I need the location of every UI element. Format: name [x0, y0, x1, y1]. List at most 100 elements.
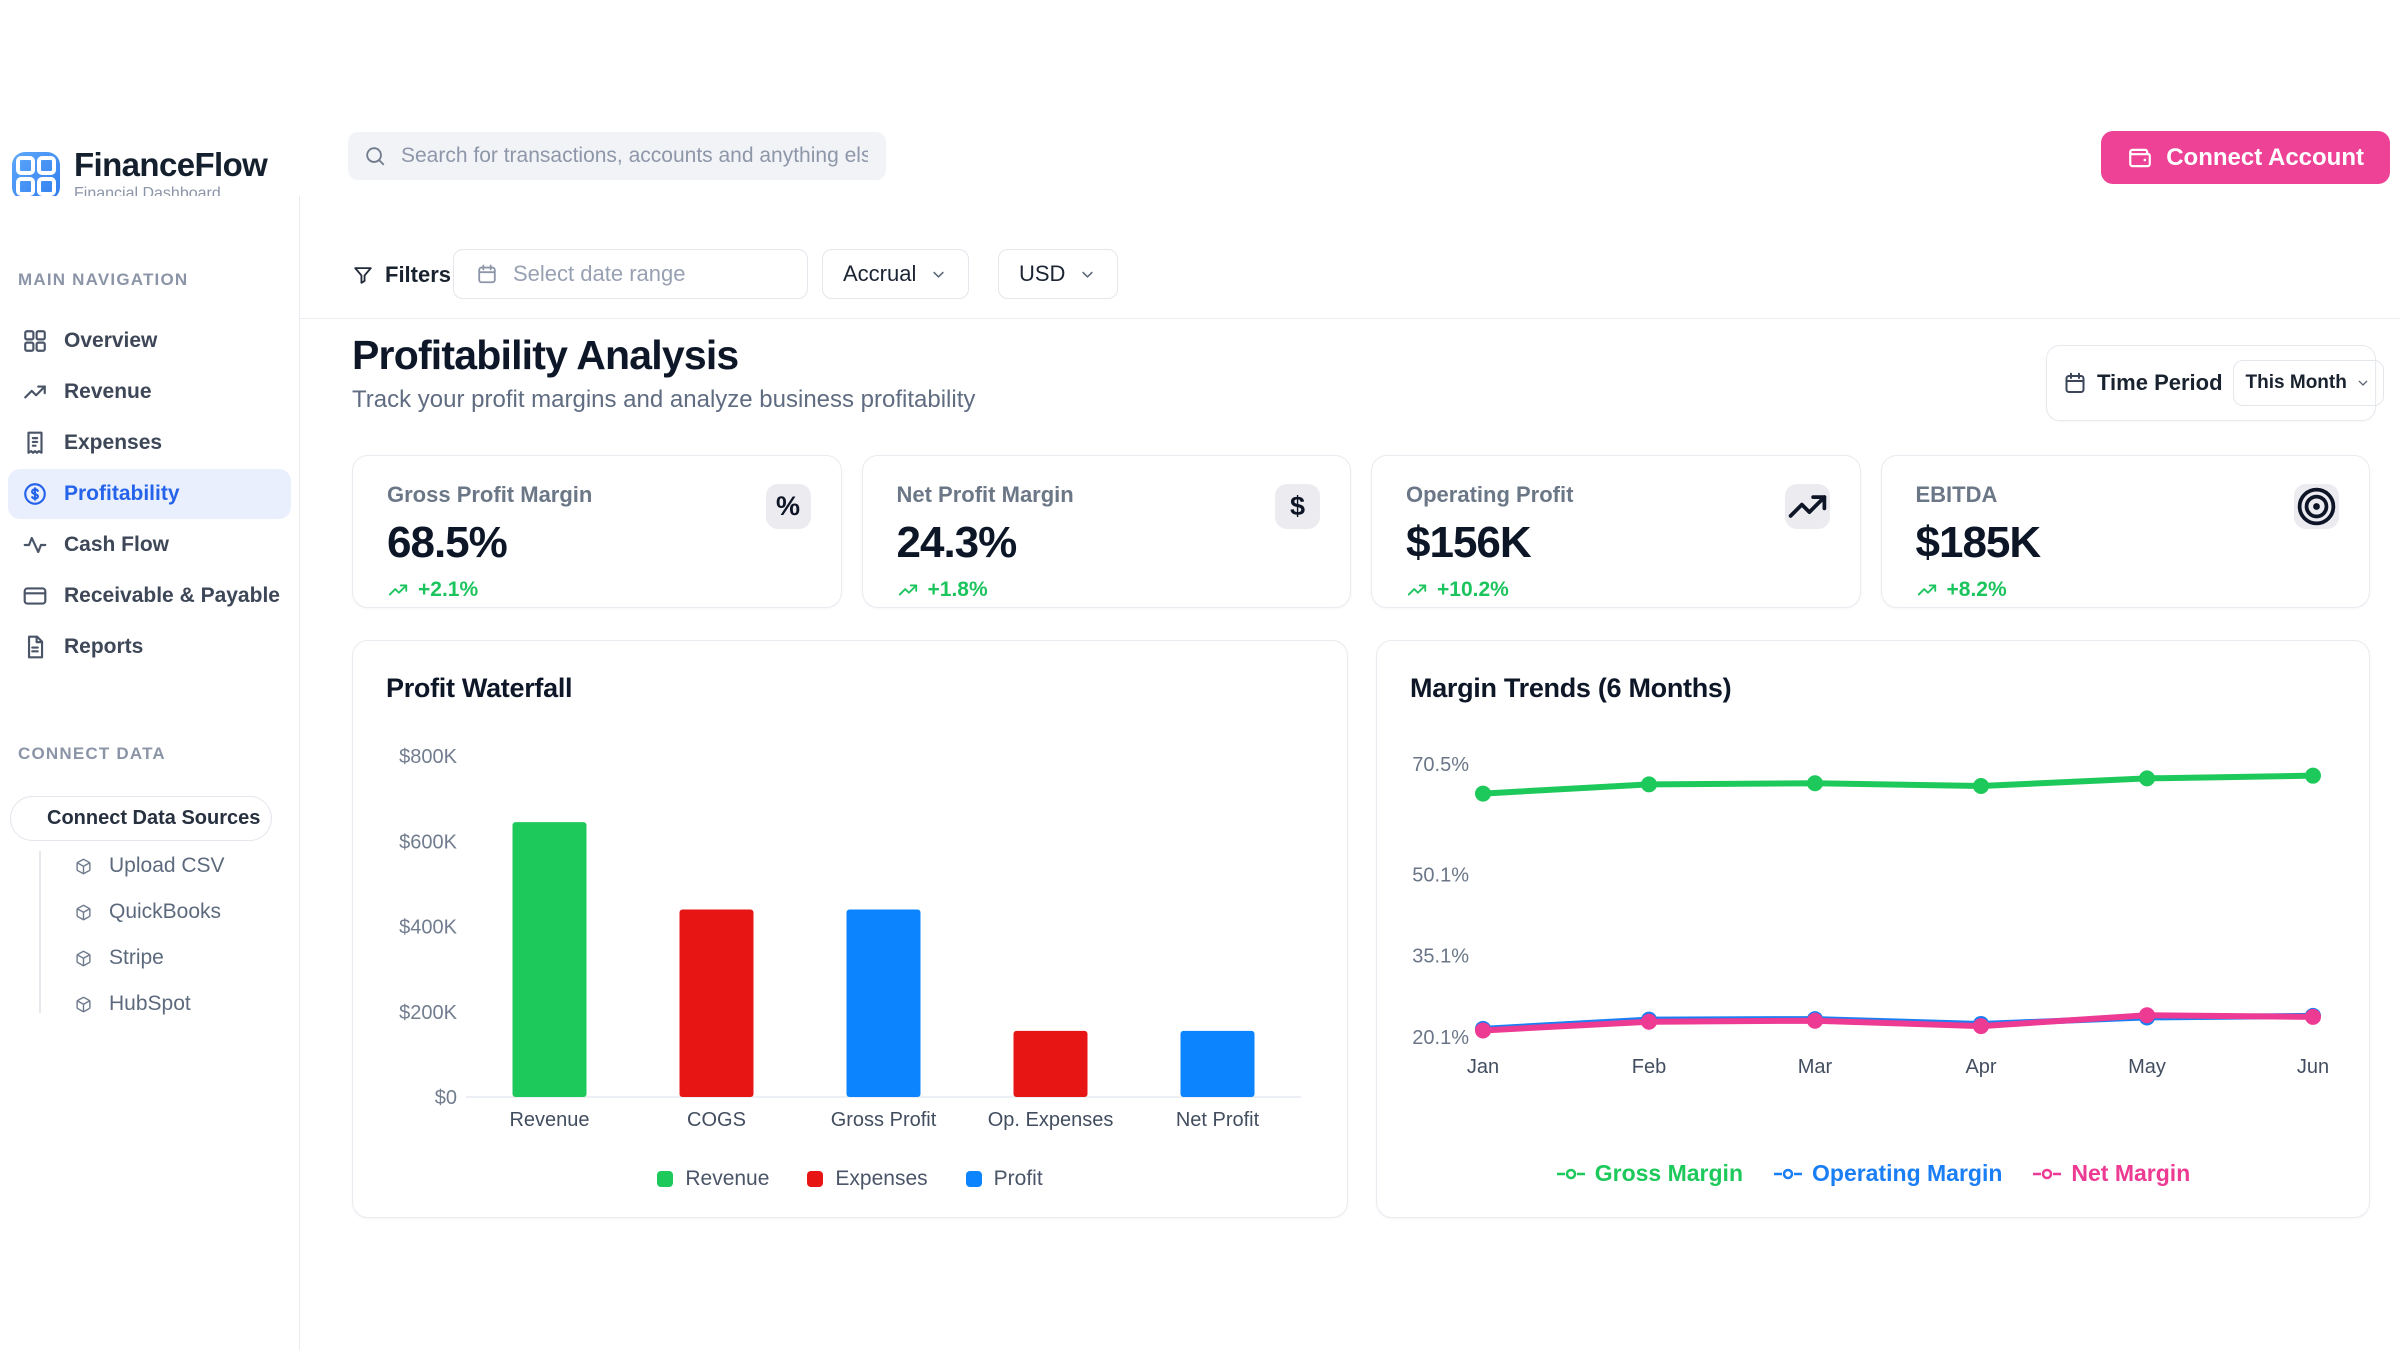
trending-up-icon — [1406, 579, 1428, 601]
legend-item-operating-margin: Operating Margin — [1773, 1160, 2002, 1187]
legend-swatch — [807, 1171, 824, 1187]
legend-line-marker-icon — [1556, 1168, 1585, 1179]
legend-line-marker-icon — [2033, 1168, 2062, 1179]
sidebar-item-overview[interactable]: Overview — [8, 316, 291, 366]
grid-icon — [22, 328, 48, 354]
accounting-basis-value: Accrual — [843, 261, 917, 286]
kpi-card-ebitda: EBITDA $185K +8.2% — [1880, 455, 2370, 608]
trending-up-icon — [1916, 579, 1938, 601]
sidebar-item-label: Receivable & Payable — [64, 584, 280, 607]
kpi-change-value: +10.2% — [1437, 578, 1509, 601]
connect-source-label: Upload CSV — [109, 854, 225, 877]
currency-value: USD — [1019, 261, 1066, 286]
topbar: Connect Account — [300, 0, 2400, 197]
legend-label: Net Margin — [2071, 1160, 2191, 1186]
kpi-change: +10.2% — [1406, 578, 1826, 602]
cube-icon — [75, 996, 92, 1013]
funnel-icon — [352, 264, 374, 286]
sidebar-item-label: Reports — [64, 635, 144, 658]
kpi-change: +1.8% — [897, 578, 1317, 602]
sidebar-item-expenses[interactable]: Expenses — [8, 418, 291, 468]
kpi-value: $156K — [1406, 518, 1532, 567]
sidebar-item-cash-flow[interactable]: Cash Flow — [8, 520, 291, 570]
svg-text:Op. Expenses: Op. Expenses — [988, 1109, 1114, 1131]
time-period-label: Time Period — [2097, 370, 2223, 395]
cube-icon — [75, 904, 92, 921]
connect-account-button[interactable]: Connect Account — [2101, 131, 2390, 184]
margin-trends-legend: Gross Margin Operating Margin Net Margin — [1377, 1160, 2369, 1187]
circle-dollar-icon — [22, 481, 48, 507]
sidebar: MAIN NAVIGATION Overview Revenue Expenses P… — [0, 196, 300, 1350]
sidebar-item-profitability[interactable]: Profitability — [8, 469, 291, 519]
search-box[interactable] — [348, 132, 886, 180]
chevron-down-icon — [929, 265, 948, 284]
svg-text:$400K: $400K — [399, 917, 457, 939]
svg-text:COGS: COGS — [687, 1109, 746, 1131]
trending-up-icon — [387, 579, 409, 601]
date-range-input[interactable]: Select date range — [453, 249, 808, 299]
kpi-label: Gross Profit Margin — [387, 482, 593, 507]
kpi-change: +8.2% — [1916, 578, 2336, 602]
legend-label: Expenses — [835, 1167, 928, 1190]
currency-select[interactable]: USD — [998, 249, 1118, 299]
legend-item-profit: Profit — [965, 1167, 1043, 1191]
connect-data-header: CONNECT DATA — [18, 744, 166, 763]
trending-up-icon — [1784, 484, 1830, 529]
connect-source-stripe[interactable]: Stripe — [60, 935, 225, 981]
time-period-select[interactable]: This Month — [2232, 360, 2384, 406]
legend-item-net-margin: Net Margin — [2032, 1160, 2190, 1187]
file-text-icon — [22, 634, 48, 660]
calendar-icon — [476, 263, 498, 285]
filters-toggle[interactable]: Filters — [352, 262, 451, 288]
connect-source-upload-csv[interactable]: Upload CSV — [60, 843, 225, 889]
connect-source-hubspot[interactable]: HubSpot — [60, 981, 225, 1027]
svg-text:Feb: Feb — [1632, 1056, 1666, 1078]
percent-icon: % — [765, 484, 811, 529]
svg-text:$600K: $600K — [399, 831, 457, 853]
filters-label: Filters — [385, 262, 452, 287]
svg-text:$0: $0 — [435, 1087, 457, 1109]
chevron-down-icon — [2355, 375, 2371, 391]
legend-swatch — [965, 1171, 982, 1187]
kpi-change-value: +2.1% — [418, 578, 479, 601]
kpi-change: +2.1% — [387, 578, 807, 602]
search-input[interactable] — [399, 143, 870, 169]
svg-text:Net Profit: Net Profit — [1176, 1109, 1260, 1131]
margin-trends-chart: 70.5% 50.1% 35.1% 20.1% Jan Feb Mar Apr May Jun — [1412, 754, 2329, 1078]
legend-item-gross-margin: Gross Margin — [1556, 1160, 1743, 1187]
sidebar-item-label: Profitability — [64, 482, 180, 505]
connect-data-sources-button[interactable]: Connect Data Sources — [10, 796, 272, 841]
kpi-value: 68.5% — [387, 518, 508, 567]
kpi-label: Net Profit Margin — [896, 482, 1074, 507]
search-icon — [364, 145, 386, 167]
svg-text:$200K: $200K — [399, 1002, 457, 1024]
svg-text:20.1%: 20.1% — [1412, 1027, 1469, 1049]
svg-text:Jan: Jan — [1467, 1056, 1499, 1078]
connect-source-label: QuickBooks — [109, 900, 222, 923]
sidebar-item-label: Revenue — [64, 380, 152, 403]
sidebar-item-receivable-payable[interactable]: Receivable & Payable — [8, 571, 291, 621]
main-content: Filters Select date range Accrual USD Pr… — [300, 196, 2400, 1350]
svg-text:Revenue: Revenue — [509, 1109, 589, 1131]
svg-text:May: May — [2128, 1056, 2166, 1078]
legend-label: Gross Margin — [1594, 1160, 1743, 1186]
kpi-change-value: +1.8% — [927, 578, 988, 601]
svg-text:$800K: $800K — [399, 746, 457, 768]
dollar-icon: $ — [1275, 484, 1320, 529]
date-range-placeholder: Select date range — [513, 261, 686, 286]
connect-source-quickbooks[interactable]: QuickBooks — [60, 889, 225, 935]
kpi-label: Operating Profit — [1406, 482, 1574, 507]
sidebar-item-label: Overview — [64, 329, 158, 352]
kpi-row: Gross Profit Margin 68.5% +2.1%% Net Profit… — [352, 455, 2370, 608]
wallet-icon — [2127, 145, 2153, 171]
sidebar-item-revenue[interactable]: Revenue — [8, 367, 291, 417]
cube-icon — [75, 858, 92, 875]
legend-line-marker-icon — [1774, 1168, 1802, 1179]
accounting-basis-select[interactable]: Accrual — [822, 249, 969, 299]
sidebar-item-label: Cash Flow — [64, 533, 170, 556]
margin-trends-title: Margin Trends (6 Months) — [1410, 673, 1732, 703]
waterfall-legend: Revenue Expenses Profit — [353, 1167, 1347, 1191]
profit-waterfall-panel: Profit Waterfall $800K $600K $400K $200K $0 R… — [352, 640, 1348, 1218]
sidebar-item-reports[interactable]: Reports — [8, 622, 291, 672]
